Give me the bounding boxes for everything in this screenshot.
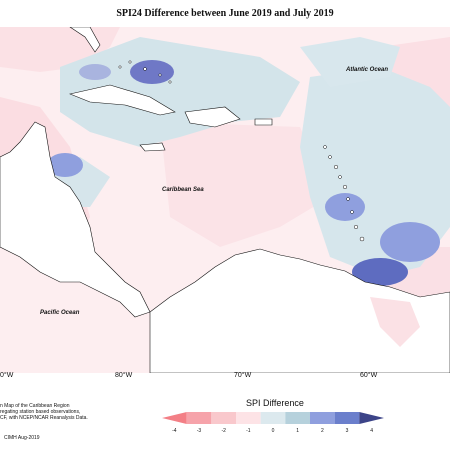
land-puerto-rico [254, 118, 273, 126]
land-jamaica [139, 142, 166, 152]
blue-patch-bahamas [130, 60, 174, 84]
note-line-3: CF, with NCEP/NCAR Reanalysis Data. [0, 415, 88, 421]
lon-label-80w: 80°W [115, 372, 133, 379]
legend-swatch-7 [334, 412, 360, 424]
lon-label-60w: 60°W [360, 372, 378, 379]
blue-region-bahamas [60, 37, 300, 147]
legend-swatch-0 [162, 412, 187, 424]
legend-tick-label: 4 [370, 428, 373, 434]
color-legend: -4 -3 -2 -1 0 1 2 3 4 [162, 412, 384, 434]
legend-tick-label: 1 [296, 428, 299, 434]
land-south-america [149, 248, 450, 373]
legend-tick-label: 0 [272, 428, 275, 434]
map-notes: n Map of the Caribbean Region regating s… [0, 403, 88, 421]
caribbean-map: Atlantic Ocean Caribbean Sea Pacific Oce… [0, 27, 450, 373]
label-pacific-ocean: Pacific Ocean [40, 310, 80, 316]
legend-title: SPI Difference [246, 398, 304, 408]
land-florida [69, 27, 101, 53]
legend-swatch-2 [211, 412, 236, 424]
note-line-2: regating station based observations, [0, 409, 81, 415]
pink-coast-guiana [370, 297, 420, 347]
label-caribbean-sea: Caribbean Sea [162, 187, 204, 193]
legend-swatch-3 [236, 412, 261, 424]
legend-swatch-8 [359, 412, 384, 424]
land-central-america [0, 121, 151, 318]
blue-patch-cuba [79, 64, 111, 80]
blue-patch-lesser-antilles [325, 193, 365, 221]
blue-region-atlantic-north [300, 37, 400, 87]
lon-label-90w: 0°W [0, 372, 14, 379]
land-cuba [68, 84, 176, 116]
blue-patch-caribbean [47, 153, 83, 177]
legend-swatch-5 [285, 412, 310, 424]
legend-tick-label: -4 [172, 428, 177, 434]
label-atlantic-ocean: Atlantic Ocean [345, 67, 388, 73]
legend-tick-label: 3 [346, 428, 349, 434]
note-line-1: n Map of the Caribbean Region [0, 403, 70, 409]
legend-tick-label: 2 [321, 428, 324, 434]
legend-tick-label: -3 [197, 428, 202, 434]
lon-label-70w: 70°W [234, 372, 252, 379]
map-title: SPI24 Difference between June 2019 and J… [116, 8, 334, 19]
legend-tick-label: -2 [221, 428, 226, 434]
bahamas-islands [118, 60, 172, 84]
legend-swatch-6 [310, 412, 335, 424]
legend-swatch-4 [260, 412, 286, 424]
legend-tick-label: -1 [246, 428, 251, 434]
blue-patch-venezuela [352, 258, 408, 286]
legend-swatch-1 [186, 412, 212, 424]
blue-patch-east [380, 222, 440, 262]
credit: CIMH Aug-2019 [4, 435, 40, 441]
land-hispaniola [184, 106, 241, 128]
pink-region-central [160, 122, 330, 247]
lesser-antilles [323, 145, 365, 242]
